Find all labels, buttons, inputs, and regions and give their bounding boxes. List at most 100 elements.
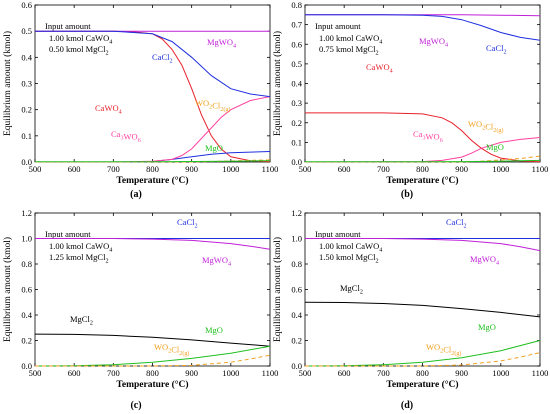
input-amount-line: 1.00 kmol CaWO4: [319, 33, 382, 45]
series-line-wo2cl2-g-: [35, 159, 271, 163]
series-label: Ca3WO6: [111, 129, 141, 144]
panel-label: (c): [130, 400, 141, 411]
x-axis-title: Temperature (°C): [116, 175, 188, 186]
y-tick-label: 0.6: [291, 285, 302, 295]
series-line-mgo: [34, 345, 271, 367]
y-axis-title: Equilibrium amount (kmol): [2, 31, 13, 136]
y-tick-label: 1.0: [291, 234, 302, 244]
y-tick-label: 0.0: [21, 361, 32, 371]
x-tick-label: 500: [29, 368, 42, 378]
y-tick-label: 1.2: [21, 208, 32, 218]
x-tick-label: 1000: [492, 164, 509, 174]
series-label: MgO: [478, 322, 496, 332]
y-tick-label: 0.6: [21, 0, 32, 10]
series-line-mgo: [305, 159, 541, 163]
series-line-mgo: [35, 160, 271, 163]
series-label: MgCl2: [340, 283, 363, 295]
input-amount-label: Input amount: [315, 21, 361, 31]
series-line-cawo4: [305, 112, 541, 163]
input-amount-label: Input amount: [45, 21, 91, 31]
panel-label: (a): [130, 189, 142, 200]
x-tick-label: 800: [146, 368, 159, 378]
input-amount-line: 1.00 kmol CaWO4: [319, 241, 382, 253]
x-tick-label: 600: [68, 164, 81, 174]
series-label: WO2Cl2(g): [468, 119, 503, 134]
series-line-mgcl2: [34, 333, 271, 347]
input-amount-label: Input amount: [315, 229, 361, 239]
y-tick-label: 0.8: [291, 259, 302, 269]
x-tick-label: 1000: [492, 368, 509, 378]
series-line-cacl2-main: [35, 30, 271, 98]
series-label: MgWO4: [470, 254, 499, 266]
x-tick-label: 1100: [532, 164, 549, 174]
x-tick-label: 700: [377, 368, 390, 378]
x-tick-label: 600: [338, 368, 351, 378]
x-tick-label: 900: [185, 368, 198, 378]
series-line-ca3wo6: [304, 137, 541, 163]
y-axis-title: Equilibrium amount (kmol): [272, 31, 283, 136]
y-tick-label: 0.5: [291, 59, 302, 69]
y-tick-label: 0.4: [291, 310, 302, 320]
series-label: MgO: [205, 325, 223, 335]
input-amount-label: Input amount: [45, 229, 91, 239]
x-tick-label: 1000: [222, 368, 239, 378]
y-tick-label: 0.2: [21, 336, 32, 346]
series-label: CaCl2: [177, 217, 198, 229]
x-tick-label: 1100: [532, 368, 549, 378]
x-tick-label: 900: [455, 368, 468, 378]
x-axis-title: Temperature (°C): [386, 175, 458, 186]
x-tick-label: 500: [299, 368, 312, 378]
y-tick-label: 0.1: [291, 137, 302, 147]
x-tick-label: 500: [299, 164, 312, 174]
y-tick-label: 1.2: [291, 208, 302, 218]
panel-label: (d): [401, 400, 413, 411]
x-tick-label: 900: [455, 164, 468, 174]
x-tick-label: 600: [68, 368, 81, 378]
chart-panel-d: 500 600 700 800 900 1000 1100 0.0 0.2 0.4 0.6 0.8 1.…: [272, 208, 548, 411]
series-label: CaWO4: [366, 62, 393, 74]
y-tick-label: 0.0: [21, 157, 32, 167]
series-label: MgWO4: [419, 36, 448, 48]
y-axis-title: Equilibrium amount (kmol): [272, 237, 283, 342]
y-tick-label: 0.2: [291, 118, 302, 128]
y-tick-label: 0.7: [291, 20, 302, 30]
y-tick-label: 0.0: [291, 157, 302, 167]
y-tick-label: 0.6: [21, 285, 32, 295]
series-label: CaWO4: [95, 103, 122, 115]
y-tick-label: 1.0: [21, 234, 32, 244]
series-line-mgwo4: [305, 238, 541, 252]
y-tick-label: 0.2: [21, 105, 32, 115]
y-axis-title: Equilibrium amount (kmol): [2, 237, 13, 342]
series-label: CaCl2: [486, 43, 507, 55]
series-label: CaCl2: [446, 217, 467, 229]
series-label: MgCl2: [70, 314, 93, 326]
x-axis-title: Temperature (°C): [386, 379, 458, 390]
series-line-cacl2: [305, 14, 541, 41]
chart-panel-c: 500 600 700 800 900 1000 1100 0.0 0.2 0.4 0.6 0.8 1.…: [2, 208, 278, 411]
series-line-mgwo4: [35, 238, 271, 250]
input-amount-line: 1.00 kmol CaWO4: [49, 241, 112, 253]
y-tick-label: 0.8: [291, 0, 302, 10]
y-tick-label: 0.3: [291, 98, 302, 108]
x-tick-label: 1100: [262, 368, 279, 378]
input-amount-line: 1.00 kmol CaWO4: [49, 33, 112, 45]
x-axis-title: Temperature (°C): [116, 379, 188, 390]
input-amount-line: 0.75 kmol MgCl2: [319, 44, 379, 56]
y-tick-label: 0.6: [291, 39, 302, 49]
x-tick-label: 1000: [222, 164, 239, 174]
series-label: MgWO4: [202, 255, 231, 267]
y-tick-label: 0.1: [21, 131, 32, 141]
x-tick-label: 600: [338, 164, 351, 174]
series-label: WO2Cl2(g): [154, 342, 189, 357]
x-tick-label: 900: [185, 164, 198, 174]
y-tick-label: 0.4: [291, 79, 302, 89]
y-tick-label: 0.2: [291, 336, 302, 346]
input-amount-line: 0.50 kmol MgCl2: [49, 44, 109, 56]
y-tick-label: 0.8: [21, 259, 32, 269]
series-line-wo2cl2-g-: [305, 155, 541, 163]
series-line-mgcl2: [304, 301, 541, 318]
x-tick-label: 800: [146, 164, 159, 174]
series-label: MgWO4: [207, 37, 236, 49]
y-tick-label: 0.3: [21, 79, 32, 89]
series-line-wo2cl2-g-: [305, 352, 541, 367]
